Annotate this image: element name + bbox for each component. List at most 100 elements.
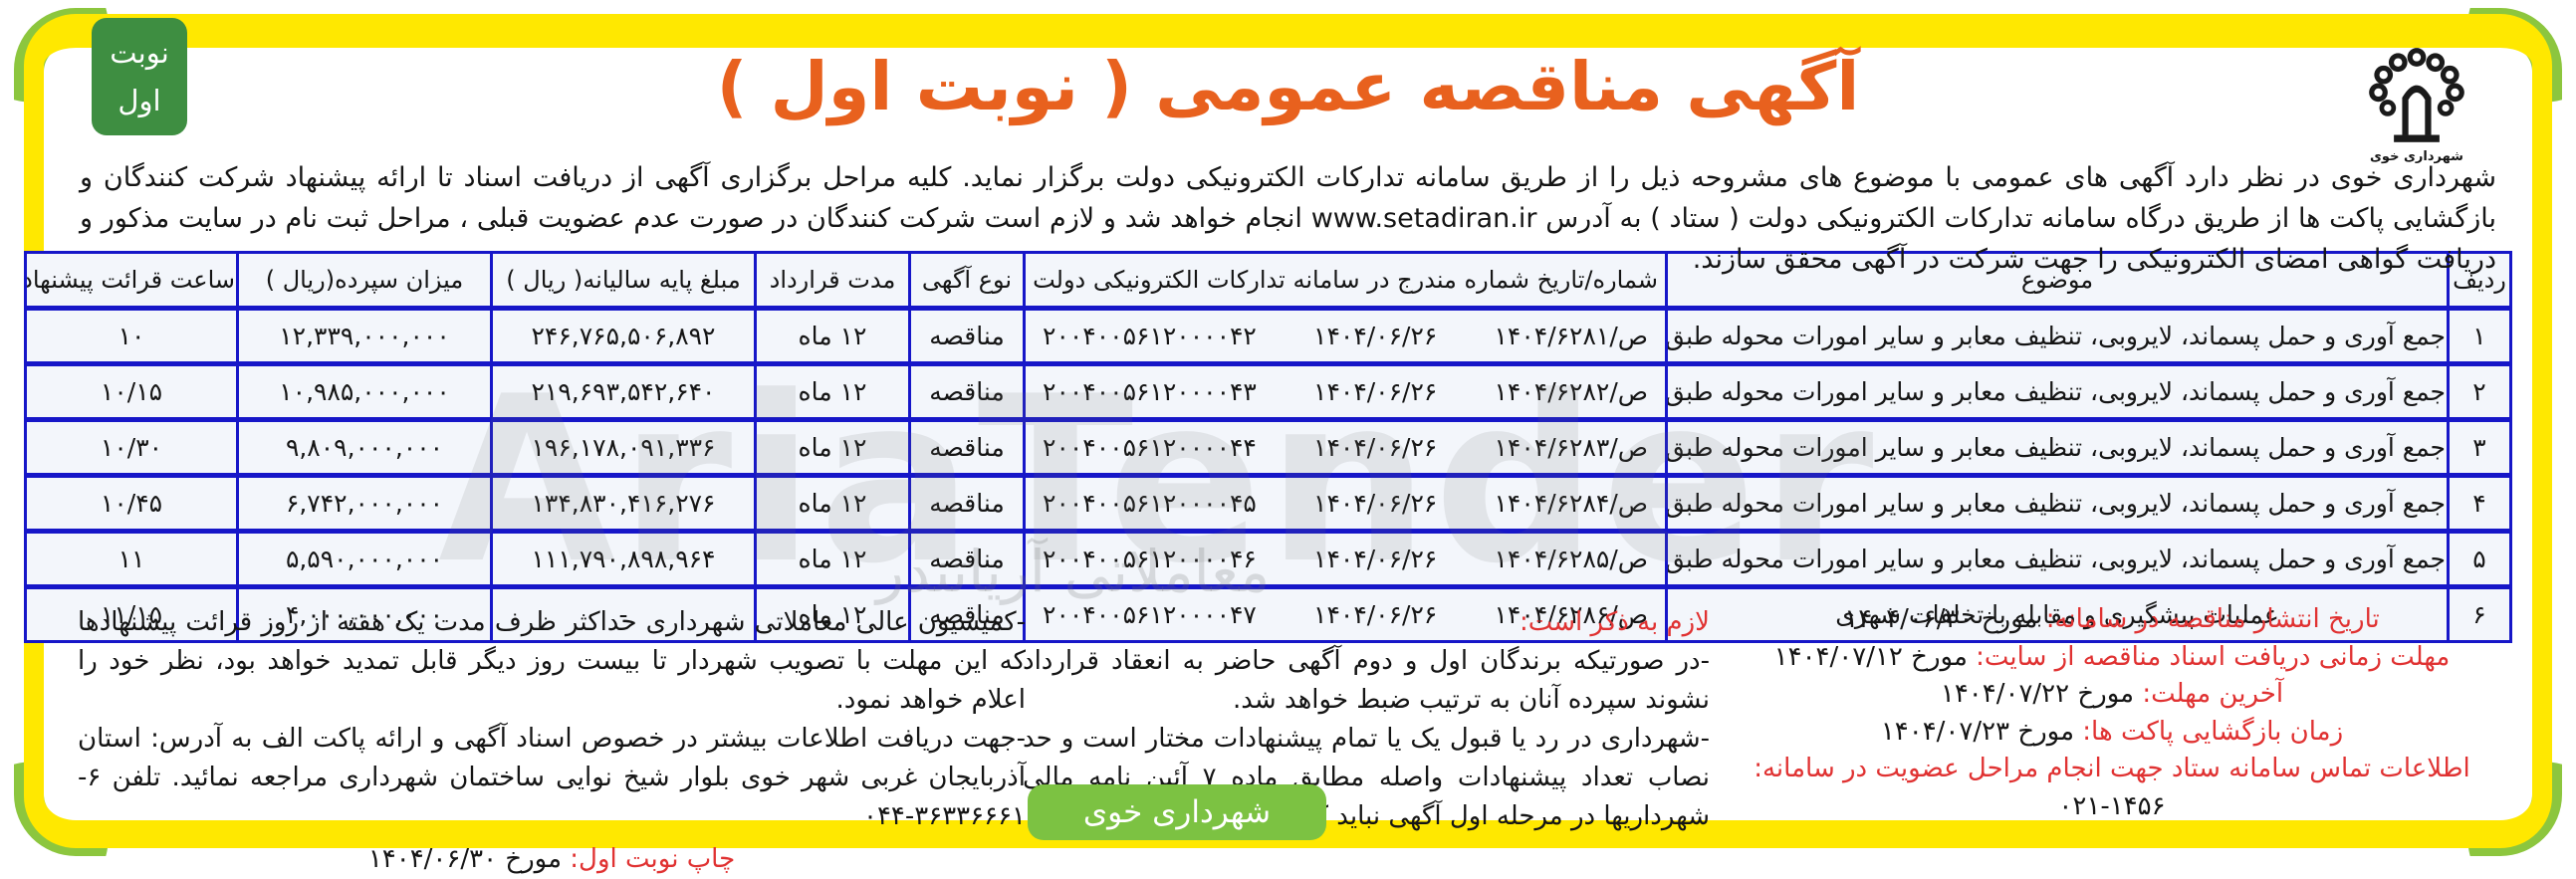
base-amount-cell: ۲۴۶,۷۶۵,۵۰۶,۸۹۲ <box>490 306 757 365</box>
row-number-cell: ۱ <box>2447 306 2512 365</box>
municipality-emblem-icon <box>2369 48 2464 142</box>
setad-number: ۲۰۰۴۰۰۵۶۱۲۰۰۰۰۴۵ <box>1043 489 1257 518</box>
ad-type-cell: مناقصه <box>908 361 1026 421</box>
header-duration: مدت قرارداد <box>754 251 911 310</box>
edition-badge-line2: اول <box>117 84 161 117</box>
base-amount-cell: ۱۹۶,۱۷۸,۰۹۱,۳۳۶ <box>490 417 757 477</box>
ad-type-cell: مناقصه <box>908 306 1026 365</box>
base-amount-cell: ۲۱۹,۶۹۳,۵۴۲,۶۴۰ <box>490 361 757 421</box>
subject-cell: جمع آوری و حمل پسماند، لایروبی، تنظیف مع… <box>1665 306 2450 365</box>
deposit-cell: ۱۲,۳۳۹,۰۰۰,۰۰۰ <box>236 306 493 365</box>
page-title: آگهی مناقصه عمومی ( نوبت اول ) <box>716 48 1861 125</box>
intro-paragraph: شهرداری خوی در نظر دارد آگهی های عمومی ب… <box>80 162 2496 275</box>
reading-time-cell: ۱۰/۴۵ <box>24 473 239 533</box>
reference-cell: ص/۱۴۰۴/۶۲۸۳ ۱۴۰۴/۰۶/۲۶ ۲۰۰۴۰۰۵۶۱۲۰۰۰۰۴۴ <box>1023 417 1668 477</box>
municipality-footer-button: شهرداری خوی <box>1028 784 1326 840</box>
duration-cell: ۱۲ ماه <box>754 361 911 421</box>
reference-cell: ص/۱۴۰۴/۶۲۸۵ ۱۴۰۴/۰۶/۲۶ ۲۰۰۴۰۰۵۶۱۲۰۰۰۰۴۶ <box>1023 529 1668 588</box>
table-row: ۶ عملیات پیشگیری و مقابله با تخلفات شهری… <box>24 584 2512 643</box>
header-row-number: ردیف <box>2447 251 2512 310</box>
reference-date: ۱۴۰۴/۰۶/۲۶ <box>1313 545 1438 573</box>
reference-date: ۱۴۰۴/۰۶/۲۶ <box>1313 377 1438 406</box>
reference-date: ۱۴۰۴/۰۶/۲۶ <box>1313 433 1438 462</box>
subject-cell: جمع آوری و حمل پسماند، لایروبی، تنظیف مع… <box>1665 473 2450 533</box>
reference-date: ۱۴۰۴/۰۶/۲۶ <box>1313 322 1438 350</box>
tender-table: ردیف موضوع شماره/تاریخ شماره مندرج در سا… <box>24 251 2512 643</box>
notes-heading: لازم به ذکر است: <box>1519 607 1710 637</box>
ad-type-cell: مناقصه <box>908 473 1026 533</box>
reference-cell: ص/۱۴۰۴/۶۲۸۱ ۱۴۰۴/۰۶/۲۶ ۲۰۰۴۰۰۵۶۱۲۰۰۰۰۴۲ <box>1023 306 1668 365</box>
header-base-amount: مبلغ پایه سالیانه( ریال ) <box>490 251 757 310</box>
table-row: ۱ جمع آوری و حمل پسماند، لایروبی، تنظیف … <box>24 306 2512 365</box>
deposit-cell: ۹,۸۰۹,۰۰۰,۰۰۰ <box>236 417 493 477</box>
header-reading-time: ساعت قرائت پیشنهادات <box>24 251 239 310</box>
base-amount-cell: ۱۱۱,۷۹۰,۸۹۸,۹۶۴ <box>490 529 757 588</box>
deposit-cell: ۴,۰۰۰,۰۰۰,۰۰۰ <box>236 584 493 643</box>
reference-code: ص/۱۴۰۴/۶۲۸۲ <box>1494 377 1648 406</box>
subject-cell: جمع آوری و حمل پسماند، لایروبی، تنظیف مع… <box>1665 417 2450 477</box>
note-paragraph: -کمیسیون عالی معاملاتی شهرداری حداکثر ظر… <box>78 607 1026 715</box>
print-edition-line: چاپ نوبت اول: مورخ ۱۴۰۴/۰۶/۳۰ <box>367 844 736 874</box>
table-row: ۲ جمع آوری و حمل پسماند، لایروبی، تنظیف … <box>24 361 2512 421</box>
note-line: تاریخ انتشار مناقصه در سامانه: مورخ ۱۴۰۴… <box>1844 604 2380 634</box>
header-ad-type: نوع آگهی <box>908 251 1026 310</box>
setad-number: ۲۰۰۴۰۰۵۶۱۲۰۰۰۰۴۳ <box>1043 377 1257 406</box>
municipality-logo: شهرداری خوی <box>2357 44 2476 164</box>
duration-cell: ۱۲ ماه <box>754 529 911 588</box>
table-row: ۴ جمع آوری و حمل پسماند، لایروبی، تنظیف … <box>24 473 2512 533</box>
reference-code: ص/۱۴۰۴/۶۲۸۳ <box>1494 433 1648 462</box>
note-line: اطلاعات تماس سامانه ستاد جهت انجام مراحل… <box>1754 754 2470 821</box>
reference-code: ص/۱۴۰۴/۶۲۸۵ <box>1494 545 1648 573</box>
note-line: آخرین مهلت: مورخ ۱۴۰۴/۰۷/۲۲ <box>1940 679 2284 709</box>
deposit-cell: ۶,۷۴۲,۰۰۰,۰۰۰ <box>236 473 493 533</box>
header-subject: موضوع <box>1665 251 2450 310</box>
row-number-cell: ۶ <box>2447 584 2512 643</box>
schedule-notes: تاریخ انتشار مناقصه در سامانه: مورخ ۱۴۰۴… <box>1718 601 2506 825</box>
row-number-cell: ۲ <box>2447 361 2512 421</box>
subject-cell: جمع آوری و حمل پسماند، لایروبی، تنظیف مع… <box>1665 529 2450 588</box>
tender-table-header: ردیف موضوع شماره/تاریخ شماره مندرج در سا… <box>24 251 2512 310</box>
duration-cell: ۱۲ ماه <box>754 417 911 477</box>
reading-time-cell: ۱۰/۳۰ <box>24 417 239 477</box>
note-paragraph: -جهت دریافت اطلاعات بیشتر در خصوص اسناد … <box>78 724 1026 831</box>
ad-type-cell: مناقصه <box>908 417 1026 477</box>
row-number-cell: ۴ <box>2447 473 2512 533</box>
base-amount-cell: - <box>490 584 757 643</box>
deposit-cell: ۱۰,۹۸۵,۰۰۰,۰۰۰ <box>236 361 493 421</box>
header-reference: شماره/تاریخ شماره مندرج در سامانه تدارکا… <box>1023 251 1668 310</box>
duration-cell: ۱۲ ماه <box>754 473 911 533</box>
ad-type-cell: مناقصه <box>908 584 1026 643</box>
note-line: زمان بازگشایی پاکت ها: مورخ ۱۴۰۴/۰۷/۲۳ <box>1880 716 2344 747</box>
reading-time-cell: ۱۱ <box>24 529 239 588</box>
note-line: مهلت زمانی دریافت اسناد مناقصه از سایت: … <box>1773 641 2451 672</box>
header-deposit: میزان سپرده(ریال ) <box>236 251 493 310</box>
row-number-cell: ۳ <box>2447 417 2512 477</box>
deposit-cell: ۵,۵۹۰,۰۰۰,۰۰۰ <box>236 529 493 588</box>
reading-time-cell: ۱۰ <box>24 306 239 365</box>
reference-code: ص/۱۴۰۴/۶۲۸۴ <box>1494 489 1648 518</box>
setad-number: ۲۰۰۴۰۰۵۶۱۲۰۰۰۰۴۴ <box>1043 433 1257 462</box>
reference-code: ص/۱۴۰۴/۶۲۸۱ <box>1494 322 1648 350</box>
duration-cell: ۱۲ ماه <box>754 306 911 365</box>
note-paragraph: -در صورتیکه برندگان اول و دوم آگهی حاضر … <box>1023 646 1710 715</box>
reference-date: ۱۴۰۴/۰۶/۲۶ <box>1313 600 1438 629</box>
table-row: ۳ جمع آوری و حمل پسماند، لایروبی، تنظیف … <box>24 417 2512 477</box>
setad-number: ۲۰۰۴۰۰۵۶۱۲۰۰۰۰۴۷ <box>1043 600 1257 629</box>
reference-cell: ص/۱۴۰۴/۶۲۸۲ ۱۴۰۴/۰۶/۲۶ ۲۰۰۴۰۰۵۶۱۲۰۰۰۰۴۳ <box>1023 361 1668 421</box>
tender-table-body: ۱ جمع آوری و حمل پسماند، لایروبی، تنظیف … <box>24 306 2512 643</box>
ad-type-cell: مناقصه <box>908 529 1026 588</box>
setad-number: ۲۰۰۴۰۰۵۶۱۲۰۰۰۰۴۲ <box>1043 322 1257 350</box>
reading-time-cell: ۱۰/۱۵ <box>24 361 239 421</box>
commission-notes: -کمیسیون عالی معاملاتی شهرداری حداکثر ظر… <box>78 603 1026 879</box>
reference-code: ص/۱۴۰۴/۶۲۸۶ <box>1494 600 1648 629</box>
subject-cell: جمع آوری و حمل پسماند، لایروبی، تنظیف مع… <box>1665 361 2450 421</box>
reading-time-cell: ۱۱/۱۵ <box>24 584 239 643</box>
base-amount-cell: ۱۳۴,۸۳۰,۴۱۶,۲۷۶ <box>490 473 757 533</box>
reference-date: ۱۴۰۴/۰۶/۲۶ <box>1313 489 1438 518</box>
row-number-cell: ۵ <box>2447 529 2512 588</box>
subject-cell: عملیات پیشگیری و مقابله با تخلفات شهری <box>1665 584 2450 643</box>
logo-caption: شهرداری خوی <box>2370 149 2463 164</box>
setad-number: ۲۰۰۴۰۰۵۶۱۲۰۰۰۰۴۶ <box>1043 545 1257 573</box>
table-row: ۵ جمع آوری و حمل پسماند، لایروبی، تنظیف … <box>24 529 2512 588</box>
